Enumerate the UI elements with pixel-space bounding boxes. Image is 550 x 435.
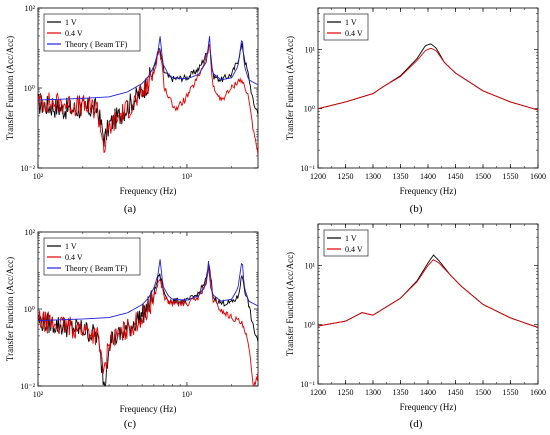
panel-label: (d): [410, 418, 423, 430]
y-tick-label: 10⁰: [304, 321, 315, 330]
legend-label-1: 1 V: [345, 18, 357, 27]
x-axis-label: Frequency (Hz): [120, 404, 177, 414]
y-tick-label: 10⁻²: [20, 382, 35, 391]
x-tick-label: 1450: [448, 172, 464, 181]
x-axis-label: Frequency (Hz): [400, 186, 457, 196]
chart-panel-4: 10⁻¹ 10⁰ 10¹ 1200 1250 1300 1350 1400 1450 1500 15…: [285, 223, 546, 430]
x-tick-label: 1200: [310, 388, 326, 397]
series-line-2: [38, 265, 258, 386]
x-tick-label: 1350: [393, 172, 409, 181]
y-tick-label: 10²: [25, 228, 36, 237]
legend-label-3: Theory ( Beam TF): [65, 40, 128, 49]
y-tick-label: 10¹: [305, 45, 316, 54]
x-tick-label: 1400: [420, 388, 436, 397]
y-tick-label: 10²: [25, 4, 36, 13]
x-tick-label: 1500: [475, 388, 491, 397]
panel-label: (a): [124, 203, 137, 215]
legend-box: [323, 229, 369, 257]
x-tick-label: 1250: [338, 172, 354, 181]
x-tick-label: 1550: [503, 172, 519, 181]
x-axis-label: Frequency (Hz): [400, 402, 457, 412]
x-tick-label: 1550: [503, 388, 519, 397]
series-line-3: [38, 259, 258, 322]
x-tick-label: 10³: [182, 172, 193, 181]
series-group: [318, 254, 538, 328]
series-line-1: [38, 264, 258, 386]
x-tick-label: 1600: [530, 172, 546, 181]
panel-label: (c): [124, 418, 137, 430]
series-group: [38, 259, 258, 386]
x-tick-label: 1350: [393, 388, 409, 397]
legend-label-3: Theory ( Beam TF): [65, 264, 128, 273]
y-tick-label: 10⁻¹: [300, 380, 315, 389]
x-tick-label: 10²: [33, 390, 44, 399]
series-line-1: [38, 43, 258, 148]
legend: 1 V 0.4 V Theory ( Beam TF): [43, 237, 141, 276]
x-tick-label: 1300: [365, 388, 381, 397]
x-tick-label: 1400: [420, 172, 436, 181]
legend-label-1: 1 V: [65, 242, 77, 251]
y-tick-label: 10⁰: [24, 84, 35, 93]
x-tick-label: 1500: [475, 172, 491, 181]
series-group: [318, 43, 538, 111]
y-axis-label: Transfer Function (Acc/Acc): [285, 36, 295, 140]
chart-panel-1: 10⁻² 10⁰ 10² 10² 10³ Frequency (Hz) Transfer F…: [5, 4, 259, 215]
series-line-2: [38, 44, 258, 156]
y-tick-label: 10⁻²: [20, 164, 35, 173]
x-tick-label: 1450: [448, 388, 464, 397]
legend-label-2: 0.4 V: [345, 29, 363, 38]
x-tick-label: 10²: [33, 172, 44, 181]
x-tick-label: 1300: [365, 172, 381, 181]
legend-label-1: 1 V: [65, 18, 77, 27]
panel-label: (b): [410, 203, 423, 215]
x-axis-label: Frequency (Hz): [120, 186, 177, 196]
y-tick-label: 10⁻¹: [300, 164, 315, 173]
chart-panel-3: 10⁻² 10⁰ 10² 10² 10³ Frequency (Hz) Transfer F…: [5, 228, 259, 430]
x-tick-label: 1250: [338, 388, 354, 397]
y-axis-label: Transfer Function (Acc/Acc): [5, 36, 15, 140]
y-tick-label: 10⁰: [304, 105, 315, 114]
legend: 1 V 0.4 V Theory ( Beam TF): [43, 13, 141, 52]
series-line-3: [38, 36, 258, 101]
legend-label-2: 0.4 V: [65, 253, 83, 262]
y-axis-label: Transfer Function (Acc/Acc): [5, 257, 15, 361]
series-line-2: [318, 259, 538, 328]
x-tick-label: 1200: [310, 172, 326, 181]
x-tick-label: 10³: [182, 390, 193, 399]
y-axis-label: Transfer Function (Acc/Acc): [285, 252, 295, 356]
chart-panel-2: 10⁻¹ 10⁰ 10¹ 1200 1250 1300 1350 1400 1450 1500 15…: [285, 7, 546, 215]
legend-label-2: 0.4 V: [65, 29, 83, 38]
legend-label-1: 1 V: [345, 234, 357, 243]
y-tick-label: 10¹: [305, 261, 316, 270]
legend-box: [323, 13, 369, 41]
y-tick-label: 10⁰: [24, 305, 35, 314]
x-tick-label: 1600: [530, 388, 546, 397]
legend: 1 V 0.4 V: [323, 13, 369, 41]
series-group: [38, 36, 258, 156]
series-line-2: [318, 47, 538, 111]
legend: 1 V 0.4 V: [323, 229, 369, 257]
legend-label-2: 0.4 V: [345, 245, 363, 254]
